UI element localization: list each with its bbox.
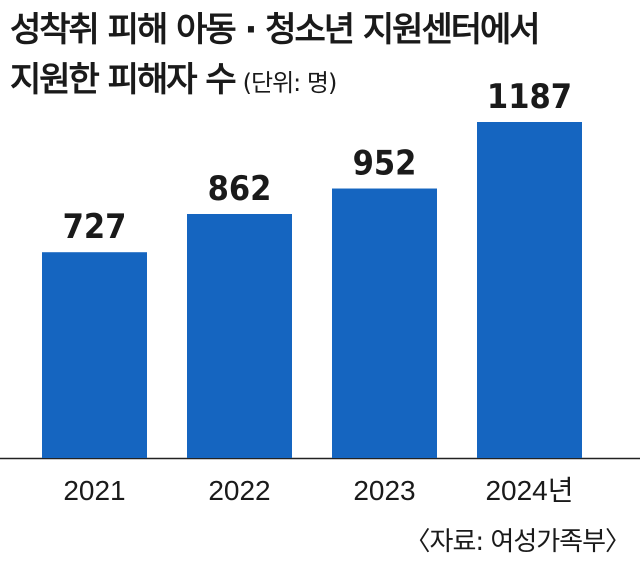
x-tick-label: 2022: [208, 475, 270, 506]
unit-label: (단위: 명): [242, 69, 338, 97]
value-label: 1187: [487, 77, 572, 117]
chart-title-second-line: 지원한 피해자 수 (단위: 명): [10, 58, 338, 105]
chart-title-line2: 지원한 피해자 수: [10, 60, 237, 100]
bar-2023: [332, 188, 437, 459]
bar-2022: [187, 213, 292, 458]
bar-2021: [42, 252, 147, 458]
source-note: 〈자료: 여성가족부〉: [404, 527, 631, 557]
value-label: 952: [353, 144, 417, 184]
x-tick-label: 2024년: [485, 475, 573, 506]
x-tick-label: 2023: [353, 475, 415, 506]
chart-title-line1: 성착취 피해 아동 · 청소년 지원센터에서: [10, 10, 541, 50]
value-label: 862: [208, 169, 272, 209]
bar-2024년: [477, 122, 582, 458]
value-label: 727: [63, 207, 127, 247]
chart-title: 성착취 피해 아동 · 청소년 지원센터에서: [10, 8, 541, 52]
x-tick-label: 2021: [63, 475, 125, 506]
